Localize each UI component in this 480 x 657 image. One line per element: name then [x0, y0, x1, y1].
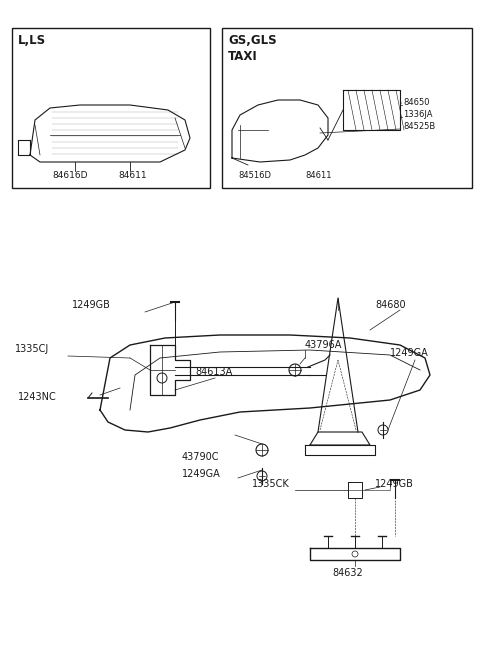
- Text: 84613A: 84613A: [195, 367, 232, 377]
- Text: 84680: 84680: [375, 300, 406, 310]
- Text: 1336JA: 1336JA: [403, 110, 432, 119]
- Text: 84616D: 84616D: [52, 171, 87, 180]
- Text: 84650: 84650: [403, 98, 430, 107]
- Text: 1249GB: 1249GB: [72, 300, 111, 310]
- Text: 43790C: 43790C: [182, 452, 219, 462]
- Text: 84611: 84611: [118, 171, 146, 180]
- Bar: [12, 28, 210, 188]
- Text: 1249GA: 1249GA: [390, 348, 429, 358]
- Text: 1249GB: 1249GB: [375, 479, 414, 489]
- Text: GS,GLS
TAXI: GS,GLS TAXI: [228, 34, 276, 63]
- Text: 43796A: 43796A: [305, 340, 342, 350]
- Bar: [222, 28, 472, 188]
- Text: 1335CK: 1335CK: [252, 479, 290, 489]
- Text: 84516D: 84516D: [238, 171, 271, 180]
- Text: L,LS: L,LS: [18, 34, 46, 47]
- Text: 1335CJ: 1335CJ: [15, 344, 49, 354]
- Text: 1249GA: 1249GA: [182, 469, 221, 479]
- Text: 84611: 84611: [305, 171, 332, 180]
- Text: 84632: 84632: [332, 568, 363, 578]
- Text: 1243NC: 1243NC: [18, 392, 57, 402]
- Text: 84525B: 84525B: [403, 122, 435, 131]
